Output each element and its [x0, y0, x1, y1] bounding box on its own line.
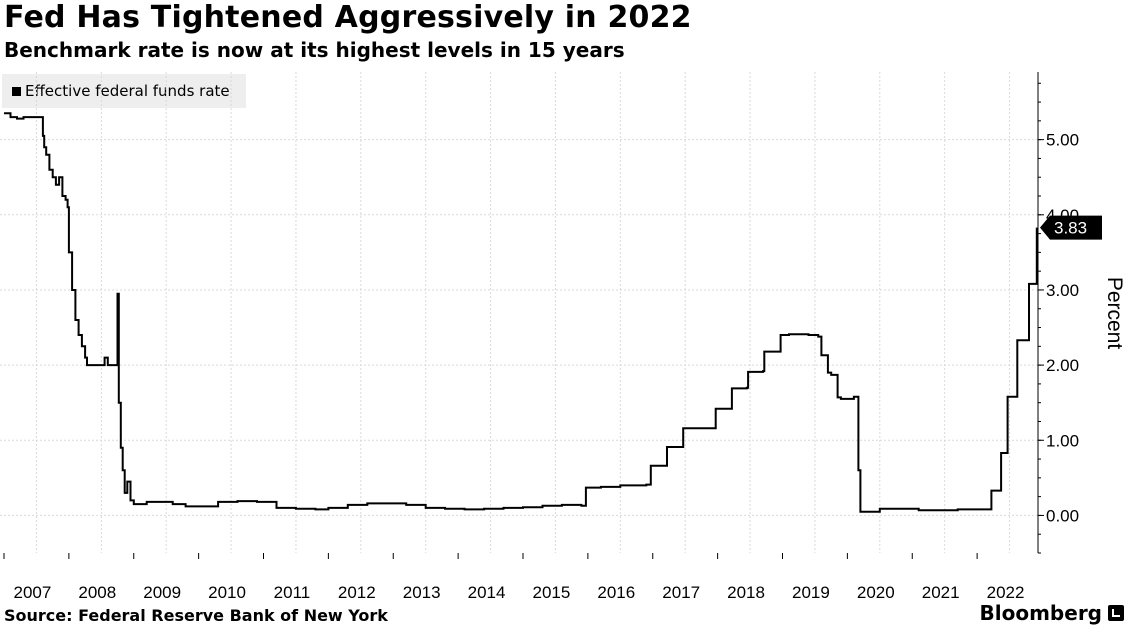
x-tick-label: 2008	[78, 583, 116, 602]
x-tick-label: 2015	[533, 583, 571, 602]
grid	[0, 72, 1038, 553]
brand-name: Bloomberg	[979, 601, 1102, 625]
axes	[3, 72, 1044, 559]
last-value-callout: 3.83	[1040, 215, 1102, 240]
x-tick-label: 2014	[468, 583, 506, 602]
y-tick-label: 2.00	[1046, 356, 1079, 375]
y-tick-label: 1.00	[1046, 431, 1079, 450]
x-tick-label: 2021	[922, 583, 960, 602]
legend-label: Effective federal funds rate	[25, 82, 230, 100]
chart-subtitle: Benchmark rate is now at its highest lev…	[4, 38, 625, 62]
x-tick-label: 2011	[274, 583, 311, 602]
y-tick-label: 3.00	[1046, 281, 1079, 300]
y-tick-label: 0.00	[1046, 506, 1079, 525]
x-tick-label: 2007	[14, 583, 52, 602]
x-tick-label: 2009	[143, 583, 181, 602]
x-tick-label: 2012	[338, 583, 376, 602]
x-tick-label: 2013	[403, 583, 441, 602]
source-note: Source: Federal Reserve Bank of New York	[4, 606, 388, 625]
x-tick-label: 2022	[987, 583, 1025, 602]
legend: Effective federal funds rate	[2, 74, 246, 108]
x-tick-label: 2010	[208, 583, 246, 602]
y-axis-title: Percent	[1103, 277, 1126, 350]
series-layer	[4, 112, 1038, 513]
effective-fed-funds-line	[4, 112, 1038, 513]
y-tick-label: 5.00	[1046, 131, 1079, 150]
x-tick-label: 2018	[727, 583, 765, 602]
labels: 2007 2008 2009 2010 2011 2012 2013 2014 2015 2016…	[14, 131, 1126, 602]
last-value-badge	[1040, 215, 1102, 240]
last-value-label: 3.83	[1054, 219, 1087, 238]
x-tick-label: 2016	[597, 583, 635, 602]
legend-swatch	[12, 86, 21, 96]
bloomberg-terminal-icon	[1108, 605, 1124, 621]
x-tick-label: 2019	[792, 583, 830, 602]
x-tick-label: 2017	[662, 583, 700, 602]
x-tick-label: 2020	[857, 583, 895, 602]
chart-title: Fed Has Tightened Aggressively in 2022	[4, 0, 692, 35]
brand-logo: Bloomberg	[980, 601, 1124, 625]
